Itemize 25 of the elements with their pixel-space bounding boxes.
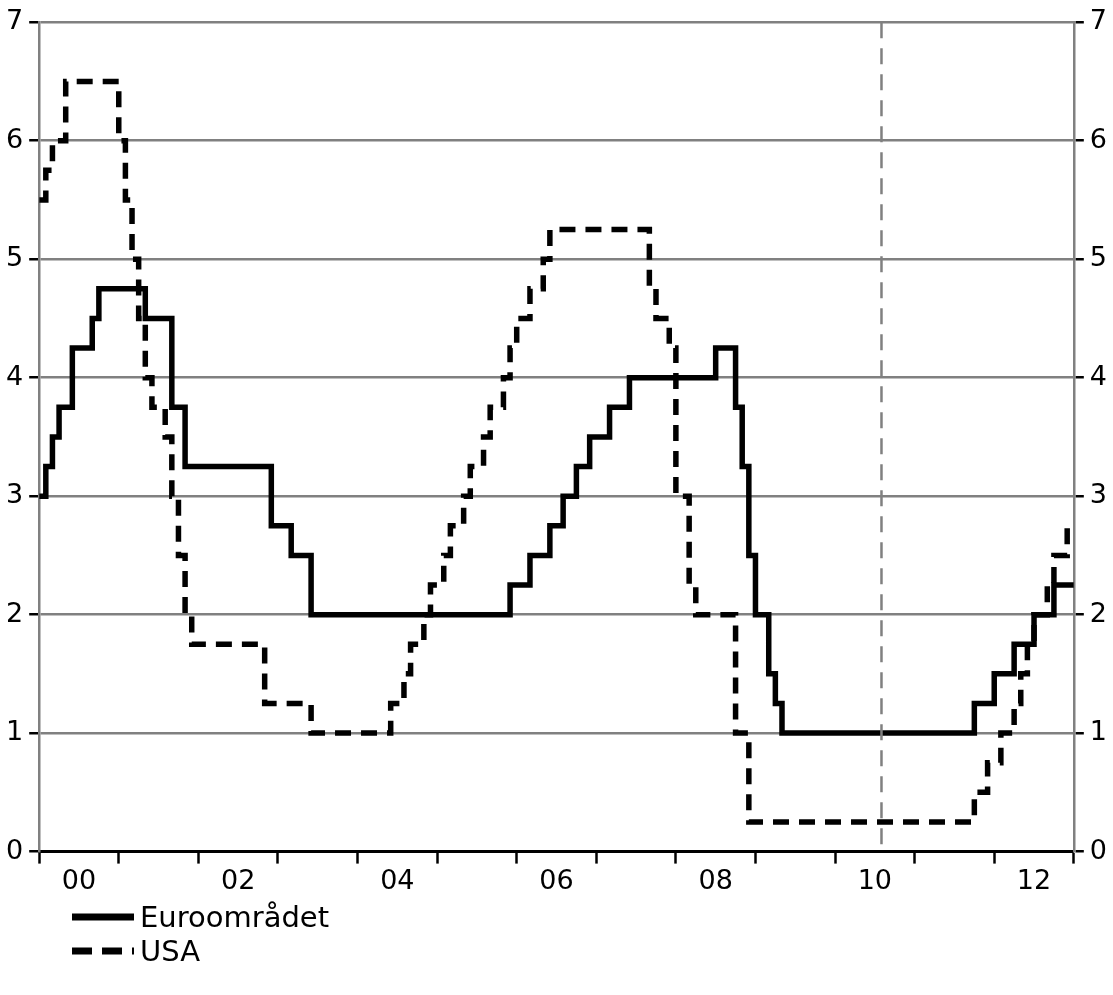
y2-tick-label: 7 bbox=[1089, 4, 1108, 36]
y2-tick-label: 6 bbox=[1089, 122, 1108, 154]
x-tick-label: 04 bbox=[380, 863, 415, 895]
y-tick-label: 2 bbox=[5, 596, 24, 628]
y-tick-label: 6 bbox=[5, 122, 24, 154]
y2-tick-label: 4 bbox=[1089, 359, 1108, 391]
y-tick-label: 7 bbox=[5, 4, 24, 36]
legend-label: USA bbox=[140, 934, 201, 968]
x-tick-label: 10 bbox=[857, 863, 893, 895]
y2-tick-label: 2 bbox=[1089, 596, 1108, 628]
x-tick-label: 02 bbox=[220, 863, 256, 895]
y-tick-label: 1 bbox=[5, 715, 24, 747]
y-tick-label: 4 bbox=[5, 359, 24, 391]
y-tick-label: 5 bbox=[5, 241, 24, 273]
y2-tick-label: 5 bbox=[1089, 241, 1108, 273]
y-tick-label: 3 bbox=[5, 478, 24, 510]
y2-tick-label: 3 bbox=[1089, 478, 1108, 510]
y-tick-label: 0 bbox=[5, 833, 24, 865]
x-tick-label: 12 bbox=[1016, 863, 1052, 895]
x-tick-label: 00 bbox=[61, 863, 97, 895]
x-tick-label: 06 bbox=[539, 863, 574, 895]
y2-tick-label: 1 bbox=[1089, 715, 1108, 747]
y2-tick-label: 0 bbox=[1089, 833, 1108, 865]
x-tick-label: 08 bbox=[698, 863, 733, 895]
legend-label: Euroområdet bbox=[140, 900, 330, 934]
